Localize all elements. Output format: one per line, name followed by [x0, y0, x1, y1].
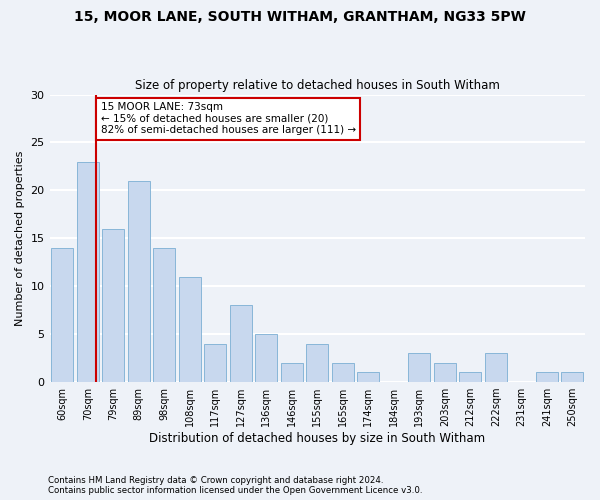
Bar [52, 248, 73, 382]
Text: 15, MOOR LANE, SOUTH WITHAM, GRANTHAM, NG33 5PW: 15, MOOR LANE, SOUTH WITHAM, GRANTHAM, N… [74, 10, 526, 24]
Bar [256, 334, 277, 382]
Bar [307, 344, 328, 382]
Bar [154, 248, 175, 382]
Bar [536, 372, 557, 382]
Bar [230, 306, 251, 382]
Bar [128, 181, 149, 382]
Bar [485, 354, 506, 382]
X-axis label: Distribution of detached houses by size in South Witham: Distribution of detached houses by size … [149, 432, 485, 445]
Bar [281, 363, 302, 382]
Bar [409, 354, 430, 382]
Y-axis label: Number of detached properties: Number of detached properties [15, 150, 25, 326]
Bar [77, 162, 98, 382]
Bar [434, 363, 455, 382]
Bar [562, 372, 583, 382]
Title: Size of property relative to detached houses in South Witham: Size of property relative to detached ho… [135, 79, 500, 92]
Bar [103, 228, 124, 382]
Text: 15 MOOR LANE: 73sqm
← 15% of detached houses are smaller (20)
82% of semi-detach: 15 MOOR LANE: 73sqm ← 15% of detached ho… [101, 102, 356, 136]
Bar [460, 372, 481, 382]
Bar [205, 344, 226, 382]
Bar [179, 276, 200, 382]
Bar [332, 363, 353, 382]
Bar [358, 372, 379, 382]
Text: Contains HM Land Registry data © Crown copyright and database right 2024.
Contai: Contains HM Land Registry data © Crown c… [48, 476, 422, 495]
